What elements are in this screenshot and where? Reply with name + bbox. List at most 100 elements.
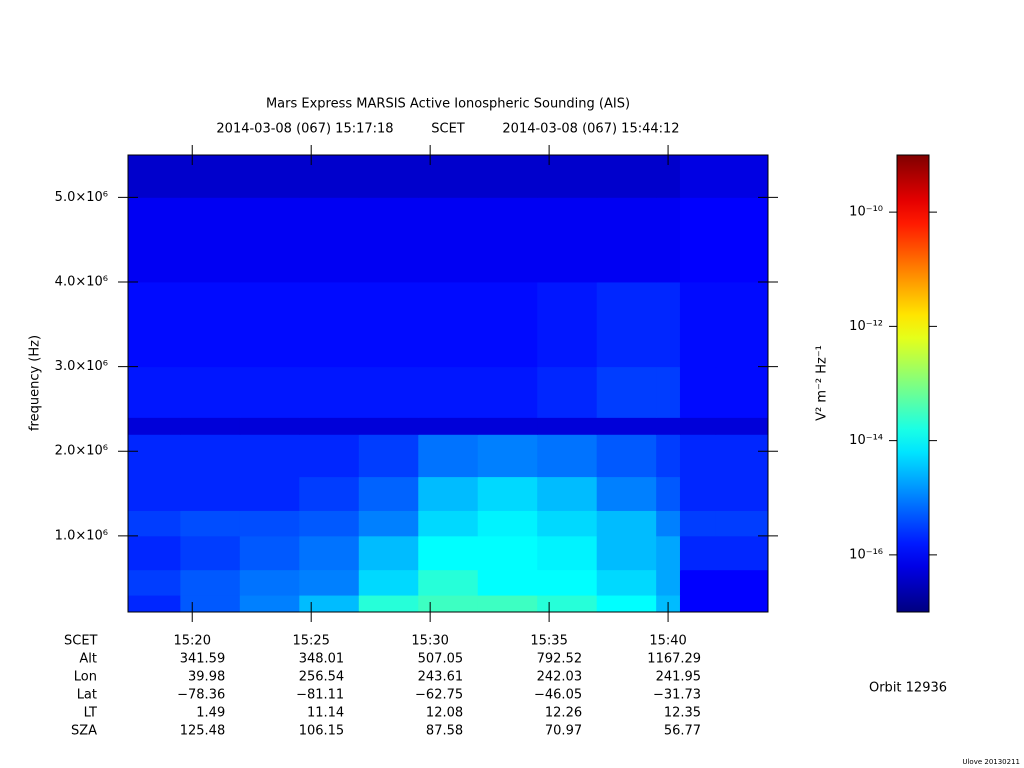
ephemeris-label: SZA <box>71 724 97 739</box>
heatmap-cell <box>477 595 538 613</box>
heatmap-cell <box>180 417 241 435</box>
heatmap-cell <box>715 476 769 511</box>
heatmap-cell <box>477 476 538 511</box>
heatmap-cell <box>596 535 657 571</box>
heatmap-cell <box>679 197 717 283</box>
heatmap-cell <box>180 510 241 537</box>
heatmap-cell <box>418 197 479 283</box>
heatmap-cell <box>180 434 241 478</box>
heatmap-cell <box>477 417 538 435</box>
heatmap-cell <box>715 510 769 537</box>
x-tick-label: 15:20 <box>174 634 211 649</box>
colorbar-tick-label: 10⁻¹² <box>849 319 883 334</box>
heatmap-cell <box>358 434 419 478</box>
heatmap-cell <box>358 510 419 537</box>
heatmap-cell <box>596 281 657 368</box>
orbit-label: Orbit 12936 <box>869 681 947 696</box>
ephemeris-value: 106.15 <box>299 724 345 739</box>
heatmap-cell <box>239 197 300 283</box>
heatmap-cell <box>128 595 181 613</box>
heatmap-cell <box>537 535 598 571</box>
ephemeris-label: Lon <box>74 670 97 685</box>
heatmap-cell <box>180 535 241 571</box>
heatmap-cell <box>715 366 769 418</box>
ephemeris-value: −81.11 <box>296 688 344 703</box>
heatmap-cell <box>715 569 769 596</box>
heatmap-cell <box>239 281 300 368</box>
ephemeris-value: 1.49 <box>196 706 225 721</box>
heatmap-cell <box>128 281 181 368</box>
heatmap-cell <box>679 366 717 418</box>
heatmap-cell <box>596 434 657 478</box>
heatmap-cell <box>596 366 657 418</box>
y-tick-label: 2.0×10⁶ <box>55 444 108 459</box>
heatmap-cell <box>128 366 181 418</box>
ephemeris-value: 507.05 <box>418 652 464 667</box>
heatmap-cell <box>537 476 598 511</box>
heatmap-cell <box>299 595 360 613</box>
heatmap-cell <box>596 155 657 198</box>
heatmap-cell <box>656 476 681 511</box>
heatmap-cell <box>656 535 681 571</box>
heatmap-cell <box>477 510 538 537</box>
start-time: 2014-03-08 (067) 15:17:18 <box>216 122 393 137</box>
heatmap-cell <box>180 595 241 613</box>
heatmap-cell <box>477 535 538 571</box>
heatmap-cell <box>679 281 717 368</box>
heatmap-cell <box>537 155 598 198</box>
heatmap-cell <box>299 417 360 435</box>
heatmap-cell <box>477 197 538 283</box>
heatmap-cell <box>715 595 769 613</box>
heatmap-cell <box>239 569 300 596</box>
heatmap-cell <box>358 155 419 198</box>
y-tick-label: 5.0×10⁶ <box>55 190 108 205</box>
heatmap-cell <box>128 434 181 478</box>
heatmap-cell <box>679 569 717 596</box>
heatmap-cell <box>656 510 681 537</box>
ephemeris-label: Lat <box>77 688 97 703</box>
heatmap-cell <box>679 476 717 511</box>
ephemeris-value: 39.98 <box>188 670 225 685</box>
ephemeris-value: −46.05 <box>534 688 582 703</box>
heatmap-cell <box>656 569 681 596</box>
heatmap-cell <box>358 595 419 613</box>
colorbar-tick-label: 10⁻¹⁴ <box>849 433 883 448</box>
ephemeris-value: 241.95 <box>656 670 702 685</box>
heatmap-cell <box>715 417 769 435</box>
heatmap-cell <box>418 366 479 418</box>
heatmap-cell <box>128 535 181 571</box>
heatmap-cell <box>180 476 241 511</box>
heatmap-cell <box>128 510 181 537</box>
heatmap-cell <box>418 281 479 368</box>
heatmap-cell <box>596 569 657 596</box>
heatmap-cell <box>656 281 681 368</box>
heatmap-cell <box>418 535 479 571</box>
ephemeris-value: 87.58 <box>426 724 463 739</box>
heatmap-cell <box>477 366 538 418</box>
heatmap-cell <box>477 569 538 596</box>
heatmap-cell <box>715 281 769 368</box>
heatmap-cell <box>656 197 681 283</box>
heatmap-cell <box>239 476 300 511</box>
ephemeris-value: 12.08 <box>426 706 463 721</box>
heatmap-cell <box>180 569 241 596</box>
heatmap-cell <box>128 197 181 283</box>
colorbar-tick-label: 10⁻¹⁶ <box>849 547 883 562</box>
heatmap-cell <box>715 155 769 198</box>
heatmap-cell <box>418 595 479 613</box>
heatmap-cell <box>715 434 769 478</box>
heatmap-cell <box>128 155 181 198</box>
heatmap-cell <box>656 417 681 435</box>
heatmap-cell <box>128 476 181 511</box>
heatmap-cell <box>239 434 300 478</box>
heatmap-cell <box>679 434 717 478</box>
heatmap-cell <box>358 569 419 596</box>
heatmap-cell <box>656 434 681 478</box>
heatmap-cell <box>596 476 657 511</box>
heatmap-cell <box>128 417 181 435</box>
heatmap-cell <box>596 510 657 537</box>
heatmap-cell <box>537 569 598 596</box>
x-tick-label: 15:35 <box>530 634 567 649</box>
chart-title: Mars Express MARSIS Active Ionospheric S… <box>266 97 630 112</box>
